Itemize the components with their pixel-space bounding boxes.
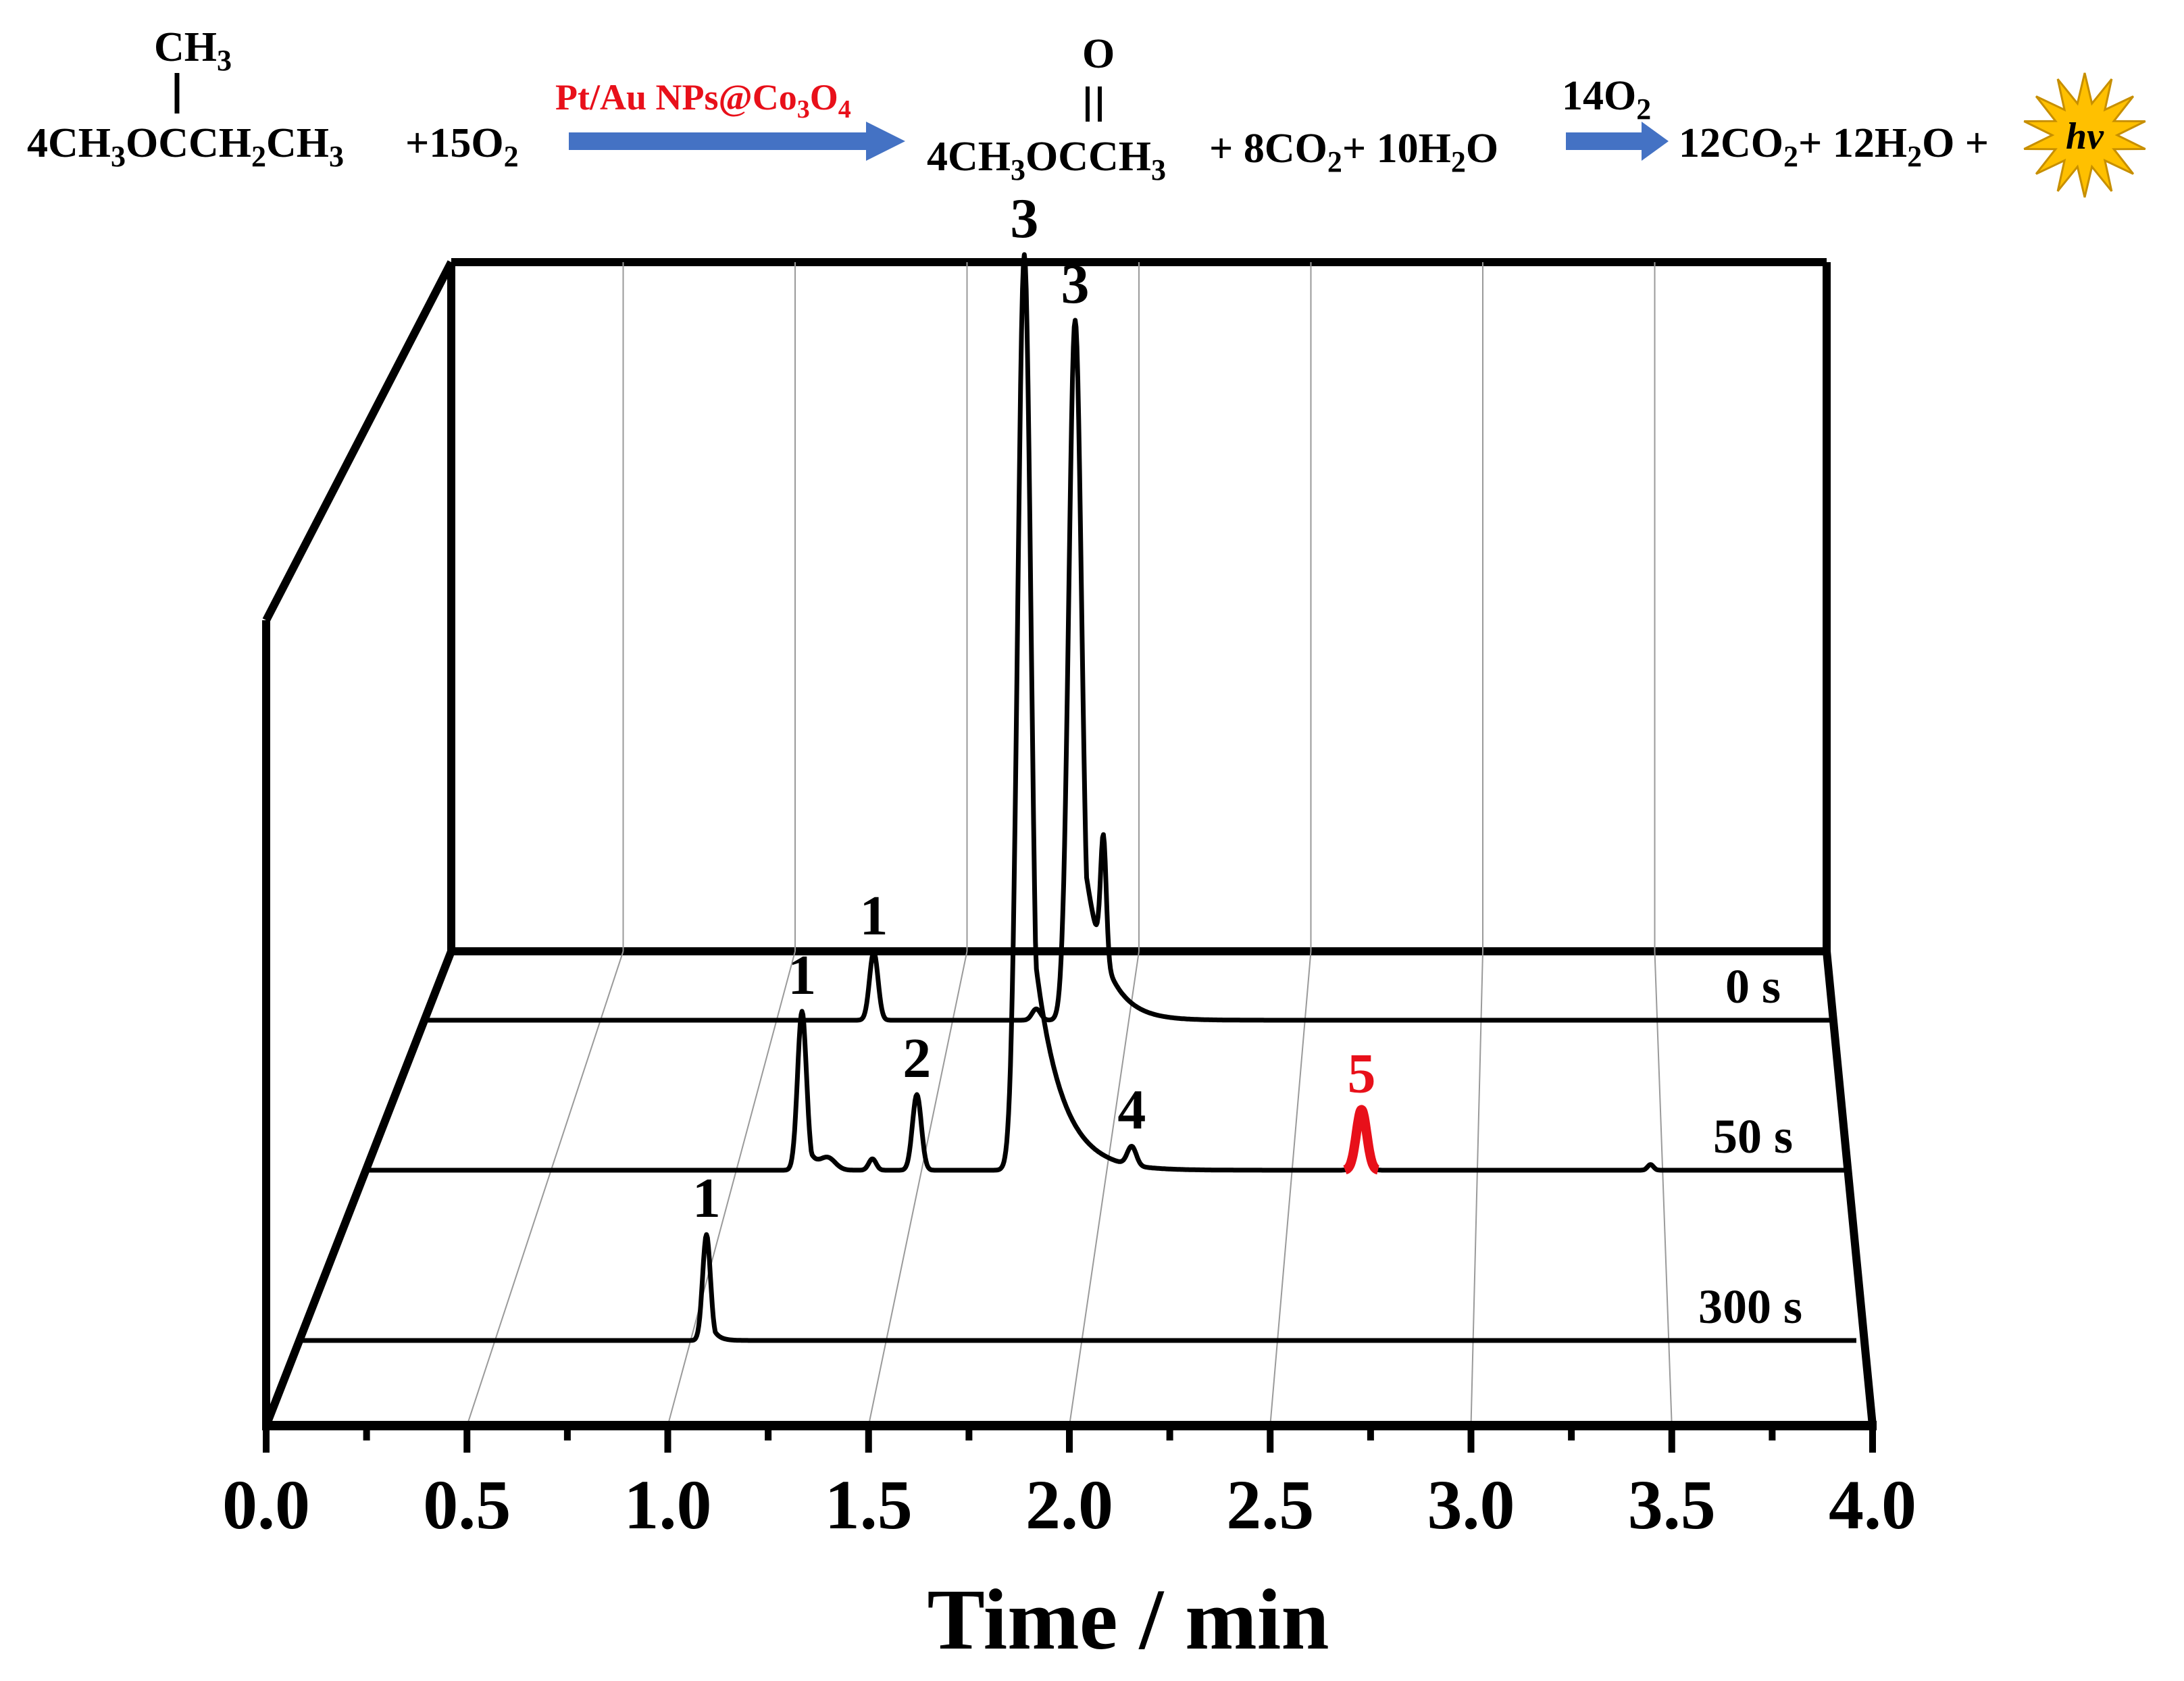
peak-label: 1 [692, 1167, 721, 1230]
grid-line-floor [466, 951, 624, 1426]
reaction-arrow-2 [1566, 122, 1669, 161]
oxygen-label-2: 14O2 [1562, 73, 1651, 126]
x-tick-label: 2.0 [1025, 1466, 1113, 1544]
product-formula: 4CH3OCCH3 [927, 134, 1166, 186]
x-axis-ticks: 0.0 0.5 1.0 1.5 2.0 2.5 3.0 3.5 4.0 [222, 1426, 1916, 1544]
grid-line-floor [1654, 951, 1673, 1426]
left-wall-top [262, 260, 455, 622]
trace-line [420, 318, 1837, 1023]
x-tick-label: 3.5 [1628, 1466, 1716, 1544]
light-emission-star-icon: hν [2023, 72, 2146, 198]
plus-oxygen-1: +15O2 [405, 120, 519, 173]
highlight-peak [1340, 1105, 1383, 1175]
grid-line-floor [1069, 951, 1140, 1426]
grid-line-floor [867, 951, 968, 1426]
grid-line-floor [1269, 951, 1312, 1426]
series-label: 300 s [1698, 1280, 1802, 1334]
floor-right-edge [1823, 951, 1877, 1426]
reaction-arrow-1 [569, 122, 905, 161]
hv-label: hν [2066, 116, 2104, 157]
peak-label: 1 [859, 884, 888, 947]
x-tick-label: 1.0 [624, 1466, 712, 1544]
peak-label: 3 [1010, 187, 1038, 250]
chromatogram-chart: 1 3 0 s 1 2 3 4 5 50 s 1 300 s 0.0 0.5 1.0 1.5 2.0 2.5 3… [222, 187, 1916, 1667]
peak-label: 1 [788, 944, 816, 1007]
x-tick-label: 4.0 [1829, 1466, 1916, 1544]
x-tick-label: 1.5 [825, 1466, 913, 1544]
trace-line [363, 252, 1849, 1173]
series-label: 0 s [1725, 959, 1781, 1013]
grid-lines [466, 262, 1673, 1426]
catalyst-label: Pt/Au NPs@Co3O4 [555, 77, 851, 124]
reaction-equation: CH3 4CH3OCCH2CH3 +15O2 Pt/Au NPs@Co3O4 O… [27, 24, 2146, 198]
floor-left-edge [262, 949, 455, 1428]
product-oxygen: O [1082, 31, 1115, 77]
final-products: 12CO2+ 12H2O + [1679, 120, 1989, 173]
grid-line-floor [667, 951, 796, 1426]
reactant-branch: CH3 [154, 24, 232, 77]
x-tick-label: 0.5 [423, 1466, 511, 1544]
series-label: 50 s [1713, 1109, 1793, 1163]
grid-line-floor [1470, 951, 1483, 1426]
peak-label: 3 [1061, 253, 1090, 316]
reactant-formula: 4CH3OCCH2CH3 [27, 120, 344, 173]
x-tick-label: 0.0 [222, 1466, 310, 1544]
x-tick-label: 3.0 [1427, 1466, 1515, 1544]
x-tick-label: 2.5 [1226, 1466, 1314, 1544]
product-rest: + 8CO2+ 10H2O [1209, 126, 1498, 178]
x-axis-title: Time / min [928, 1572, 1329, 1667]
trace-line [295, 1232, 1858, 1343]
peak-label: 4 [1117, 1078, 1146, 1141]
peak-label: 2 [903, 1027, 931, 1090]
traces: 1 3 0 s 1 2 3 4 5 50 s 1 300 s [295, 187, 1858, 1343]
peak-label: 5 [1347, 1042, 1375, 1105]
